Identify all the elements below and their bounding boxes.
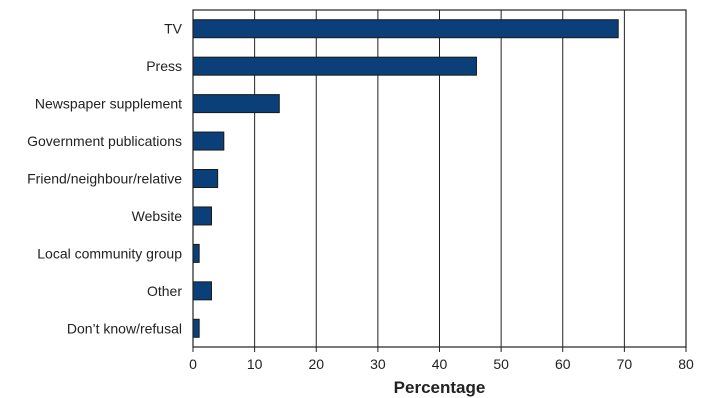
category-label: TV bbox=[164, 21, 183, 37]
category-label: Don’t know/refusal bbox=[67, 320, 182, 336]
x-tick-label: 20 bbox=[308, 356, 324, 372]
bar bbox=[192, 56, 477, 76]
x-tick-label: 0 bbox=[189, 356, 197, 372]
x-tick-label: 70 bbox=[617, 356, 633, 372]
bar bbox=[192, 19, 619, 39]
category-label: Newspaper supplement bbox=[35, 96, 182, 112]
x-tick-label: 40 bbox=[432, 356, 448, 372]
category-label: Press bbox=[146, 58, 182, 74]
x-tick-label: 60 bbox=[555, 356, 571, 372]
x-tick-label: 50 bbox=[493, 356, 509, 372]
bars bbox=[192, 19, 619, 338]
category-label: Friend/neighbour/relative bbox=[27, 171, 182, 187]
x-axis-title: Percentage bbox=[394, 378, 486, 397]
category-label: Website bbox=[132, 208, 183, 224]
plot-frame bbox=[192, 9, 687, 348]
x-tick-label: 30 bbox=[370, 356, 386, 372]
bar bbox=[192, 318, 200, 338]
bar bbox=[192, 131, 225, 151]
x-tick-label: 80 bbox=[678, 356, 694, 372]
category-labels: TV Press Newspaper supplement Government pu… bbox=[27, 21, 183, 337]
x-tick-labels: 0 10 20 30 40 50 60 70 80 bbox=[189, 356, 694, 372]
bar bbox=[192, 206, 212, 226]
category-label: Local community group bbox=[37, 245, 182, 261]
bar bbox=[192, 94, 280, 114]
category-label: Other bbox=[147, 283, 182, 299]
category-label: Government publications bbox=[27, 133, 182, 149]
bar bbox=[192, 281, 212, 301]
x-tick-label: 10 bbox=[247, 356, 263, 372]
bar bbox=[192, 169, 219, 188]
bar bbox=[192, 243, 200, 263]
